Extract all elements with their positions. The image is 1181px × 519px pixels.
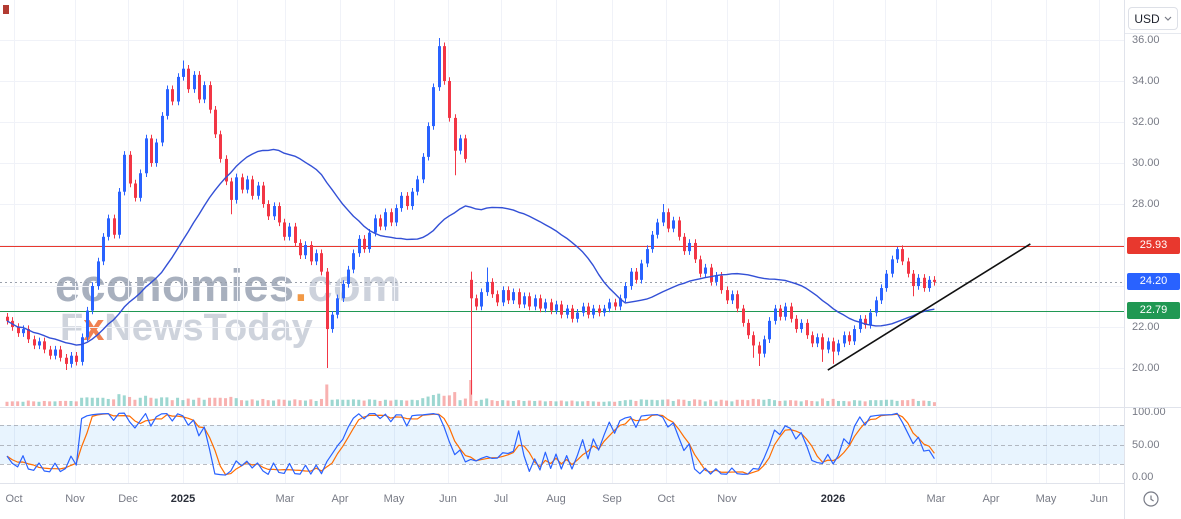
- time-axis-label: Oct: [5, 493, 23, 505]
- price-axis[interactable]: USD 36.00 34.00 32.00 30.00 28.00 22.00 20.00 1…: [1124, 0, 1181, 519]
- currency-selector[interactable]: USD: [1128, 7, 1178, 30]
- chart-canvas[interactable]: [0, 0, 1124, 484]
- time-axis-label: May: [1035, 493, 1057, 505]
- chevron-down-icon: [1164, 16, 1172, 21]
- price-level-badge: 24.20: [1127, 272, 1180, 290]
- clock-icon[interactable]: [1142, 490, 1160, 508]
- currency-label: USD: [1134, 11, 1160, 26]
- time-axis-label: 2025: [170, 493, 196, 505]
- price-level-badge: 22.79: [1127, 301, 1180, 319]
- time-axis-label: 2026: [820, 493, 846, 505]
- price-axis-label: 30.00: [1132, 157, 1160, 169]
- time-axis-label: Jun: [439, 493, 457, 505]
- time-axis-label: Mar: [275, 493, 295, 505]
- time-axis-label: Jun: [1090, 493, 1108, 505]
- time-axis-label: Nov: [717, 493, 737, 505]
- time-axis-label: May: [383, 493, 405, 505]
- oscillator-axis-label: 100.00: [1132, 406, 1166, 418]
- axis-header-divider: [1125, 33, 1181, 34]
- price-axis-label: 34.00: [1132, 75, 1160, 87]
- price-axis-label: 20.00: [1132, 362, 1160, 374]
- time-axis-label: Apr: [982, 493, 1000, 505]
- time-axis-label: Mar: [926, 493, 946, 505]
- corner-marker: [3, 5, 9, 14]
- time-axis-label: Jul: [493, 493, 509, 505]
- price-level-badge: 25.93: [1127, 237, 1180, 255]
- time-axis-label: Dec: [118, 493, 138, 505]
- oscillator-axis-label: 0.00: [1132, 471, 1154, 483]
- time-axis-label: Oct: [657, 493, 675, 505]
- time-axis-label: Aug: [546, 493, 566, 505]
- time-axis[interactable]: Oct Nov Dec 2025 Mar Apr May Jun Jul Aug Sep Oct Nov…: [0, 483, 1124, 519]
- price-axis-label: 36.00: [1132, 34, 1160, 46]
- price-axis-label: 22.00: [1132, 321, 1160, 333]
- time-axis-label: Apr: [331, 493, 349, 505]
- price-axis-label: 32.00: [1132, 116, 1160, 128]
- time-axis-label: Nov: [65, 493, 85, 505]
- price-axis-label: 28.00: [1132, 198, 1160, 210]
- pane-separator[interactable]: [0, 407, 1181, 408]
- oscillator-axis-label: 50.00: [1132, 438, 1160, 451]
- time-axis-label: Sep: [602, 493, 622, 505]
